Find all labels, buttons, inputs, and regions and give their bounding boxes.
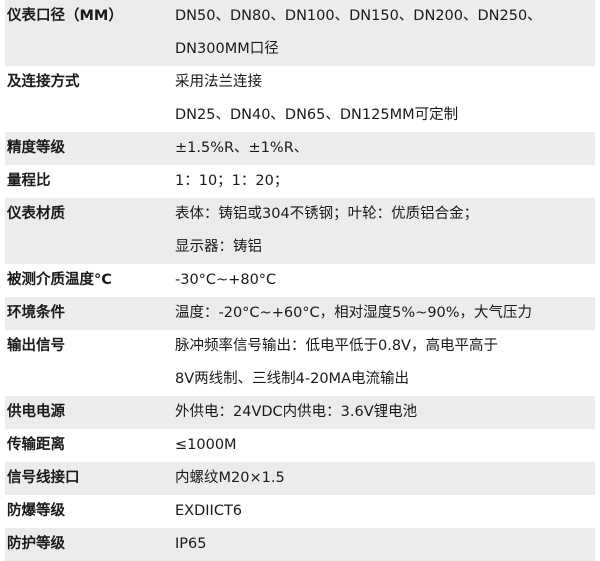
- spec-value: 脉冲频率信号输出：低电平低于0.8V，高电平高于 8V两线制、三线制4-20MA电…: [175, 330, 595, 396]
- spec-value: 表体：铸铝或304不锈钢；叶轮：优质铝合金； 显示器：铸铝: [175, 198, 595, 264]
- spec-value-line: 表体：铸铝或304不锈钢；叶轮：优质铝合金；: [175, 206, 479, 222]
- spec-value: 内螺纹M20×1.5: [175, 462, 595, 495]
- spec-value-line: 采用法兰连接: [175, 74, 262, 90]
- spec-label: 仪表材质: [7, 206, 65, 222]
- spec-value: 1：10；1：20；: [175, 165, 595, 198]
- spec-value-line: EXDIICT6: [175, 503, 243, 519]
- spec-label: 输出信号: [7, 338, 65, 354]
- table-row: 仪表材质 表体：铸铝或304不锈钢；叶轮：优质铝合金； 显示器：铸铝: [5, 198, 595, 264]
- table-row: 量程比 1：10；1：20；: [5, 165, 595, 198]
- spec-value: ±1.5%R、±1%R、: [175, 132, 595, 165]
- spec-label: 量程比: [7, 173, 51, 189]
- spec-value-line: IP65: [175, 536, 207, 552]
- spec-value-line: -30°C~+80°C: [175, 272, 277, 288]
- spec-value-line: ≤1000M: [175, 437, 237, 453]
- spec-value-line: 脉冲频率信号输出：低电平低于0.8V，高电平高于: [175, 338, 498, 354]
- table-row: 被测介质温度°C -30°C~+80°C: [5, 264, 595, 297]
- spec-value: 外供电：24VDC内供电：3.6V锂电池: [175, 396, 595, 429]
- table-row: 及连接方式 采用法兰连接 DN25、DN40、DN65、DN125MM可定制: [5, 66, 595, 132]
- spec-value-line: DN300MM口径: [175, 41, 279, 57]
- spec-label: 环境条件: [7, 305, 65, 321]
- table-row: 精度等级 ±1.5%R、±1%R、: [5, 132, 595, 165]
- table-row: 防护等级 IP65: [5, 528, 595, 561]
- spec-value-line: 8V两线制、三线制4-20MA电流输出: [175, 371, 409, 387]
- spec-label: 精度等级: [7, 140, 65, 156]
- spec-label: 防爆等级: [7, 503, 65, 519]
- spec-value: ≤1000M: [175, 429, 595, 462]
- spec-value-line: DN50、DN80、DN100、DN150、DN200、DN250、: [175, 8, 542, 24]
- spec-value-line: ±1.5%R、±1%R、: [175, 140, 309, 156]
- table-row: 供电电源 外供电：24VDC内供电：3.6V锂电池: [5, 396, 595, 429]
- table-row: 信号线接口 内螺纹M20×1.5: [5, 462, 595, 495]
- table-row: 传输距离 ≤1000M: [5, 429, 595, 462]
- spec-value: 采用法兰连接 DN25、DN40、DN65、DN125MM可定制: [175, 66, 595, 132]
- spec-table: 仪表口径（MM） DN50、DN80、DN100、DN150、DN200、DN25…: [5, 0, 595, 561]
- spec-value-line: 外供电：24VDC内供电：3.6V锂电池: [175, 404, 418, 420]
- spec-value-line: 内螺纹M20×1.5: [175, 470, 285, 486]
- spec-value-line: 显示器：铸铝: [175, 239, 262, 255]
- spec-value-line: 温度：-20°C~+60°C，相对湿度5%~90%，大气压力: [175, 305, 533, 321]
- spec-value-line: 1：10；1：20；: [175, 173, 289, 189]
- spec-value: -30°C~+80°C: [175, 264, 595, 297]
- spec-label: 仪表口径（MM）: [7, 8, 123, 24]
- spec-value: 温度：-20°C~+60°C，相对湿度5%~90%，大气压力: [175, 297, 595, 330]
- table-row: 环境条件 温度：-20°C~+60°C，相对湿度5%~90%，大气压力: [5, 297, 595, 330]
- spec-value: EXDIICT6: [175, 495, 595, 528]
- table-row: 输出信号 脉冲频率信号输出：低电平低于0.8V，高电平高于 8V两线制、三线制4-2…: [5, 330, 595, 396]
- table-row: 仪表口径（MM） DN50、DN80、DN100、DN150、DN200、DN25…: [5, 0, 595, 66]
- table-row: 防爆等级 EXDIICT6: [5, 495, 595, 528]
- spec-value-line: DN25、DN40、DN65、DN125MM可定制: [175, 107, 459, 123]
- spec-label: 及连接方式: [7, 74, 80, 90]
- spec-label: 传输距离: [7, 437, 65, 453]
- spec-label: 防护等级: [7, 536, 65, 552]
- spec-label: 信号线接口: [7, 470, 80, 486]
- spec-value: DN50、DN80、DN100、DN150、DN200、DN250、 DN300M…: [175, 0, 595, 66]
- spec-label: 被测介质温度°C: [7, 272, 112, 288]
- spec-label: 供电电源: [7, 404, 65, 420]
- spec-value: IP65: [175, 528, 595, 561]
